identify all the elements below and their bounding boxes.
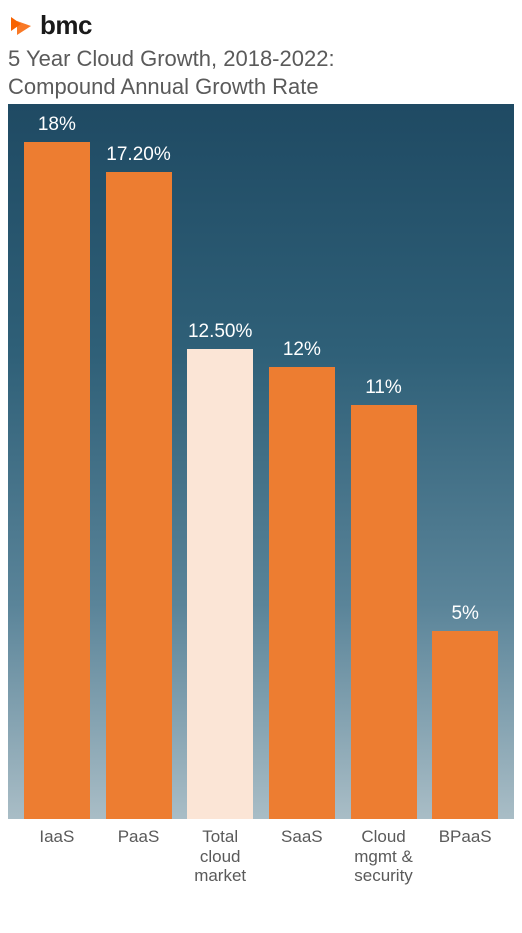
bar-value-label: 18%: [38, 114, 76, 136]
x-axis-label: SaaS: [261, 827, 343, 886]
bar-value-label: 5%: [451, 603, 478, 625]
x-axis-label: BPaaS: [424, 827, 506, 886]
chart-title: 5 Year Cloud Growth, 2018-2022: Compound…: [8, 45, 514, 100]
bar: [106, 172, 172, 819]
bar: [351, 405, 417, 819]
bar-value-label: 12.50%: [188, 321, 252, 343]
bar-slot: 5%: [424, 104, 506, 819]
bar-value-label: 17.20%: [106, 144, 170, 166]
bar: [187, 349, 253, 819]
title-line-2: Compound Annual Growth Rate: [8, 74, 319, 99]
bar: [24, 142, 90, 819]
bar-value-label: 11%: [365, 377, 402, 399]
bar-slot: 17.20%: [98, 104, 180, 819]
bar-slot: 11%: [343, 104, 425, 819]
bar-slot: 12%: [261, 104, 343, 819]
bar-slot: 12.50%: [179, 104, 261, 819]
bar-chart: 18% 17.20% 12.50% 12% 11% 5% IaaSPaaSTotal cl…: [8, 104, 514, 886]
title-line-1: 5 Year Cloud Growth, 2018-2022:: [8, 46, 335, 71]
logo: bmc: [8, 10, 514, 41]
x-axis-label: IaaS: [16, 827, 98, 886]
x-axis-label: Total cloud market: [179, 827, 261, 886]
x-axis-label: Cloud mgmt & security: [343, 827, 425, 886]
logo-text: bmc: [40, 10, 92, 41]
x-axis-label: PaaS: [98, 827, 180, 886]
bmc-logo-icon: [8, 12, 36, 40]
plot-area: 18% 17.20% 12.50% 12% 11% 5%: [8, 104, 514, 819]
bar-value-label: 12%: [283, 339, 321, 361]
bar-slot: 18%: [16, 104, 98, 819]
bar: [269, 367, 335, 819]
bar: [432, 631, 498, 819]
x-axis-labels: IaaSPaaSTotal cloud marketSaaSCloud mgmt…: [8, 819, 514, 886]
